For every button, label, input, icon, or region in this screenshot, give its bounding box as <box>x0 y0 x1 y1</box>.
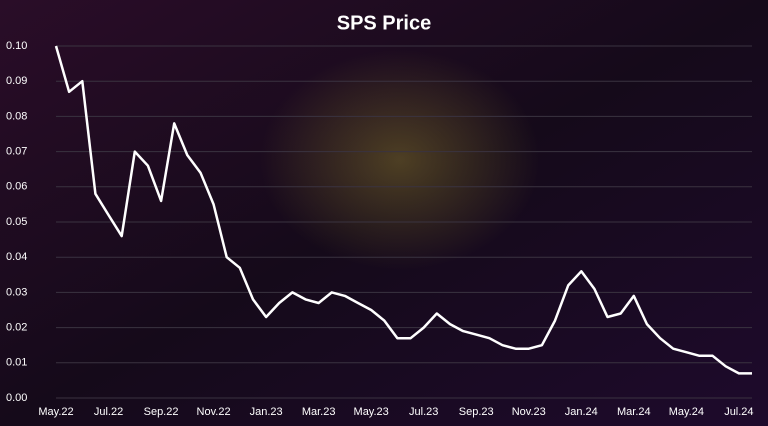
y-tick-label: 0.06 <box>6 181 27 193</box>
x-tick-label: Mar.24 <box>617 406 651 418</box>
y-tick-label: 0.04 <box>6 251 27 263</box>
x-tick-label: Jan.23 <box>250 406 283 418</box>
y-tick-label: 0.00 <box>6 392 27 404</box>
x-tick-label: Sep.23 <box>459 406 494 418</box>
x-tick-label: May.24 <box>669 406 704 418</box>
y-tick-label: 0.10 <box>6 40 27 52</box>
x-tick-label: Jul.24 <box>724 406 753 418</box>
x-tick-label: Mar.23 <box>302 406 336 418</box>
x-tick-label: Jul.22 <box>94 406 123 418</box>
x-tick-label: Sep.22 <box>144 406 179 418</box>
chart-title: SPS Price <box>337 12 432 34</box>
y-tick-label: 0.09 <box>6 75 27 87</box>
x-tick-label: Nov.22 <box>197 406 231 418</box>
y-tick-label: 0.01 <box>6 357 27 369</box>
y-tick-label: 0.02 <box>6 322 27 334</box>
x-tick-label: May.23 <box>354 406 389 418</box>
background-glow <box>260 50 540 270</box>
x-tick-label: Nov.23 <box>512 406 546 418</box>
y-tick-label: 0.08 <box>6 110 27 122</box>
y-tick-label: 0.07 <box>6 146 27 158</box>
x-tick-label: Jan.24 <box>565 406 598 418</box>
x-tick-label: Jul.23 <box>409 406 438 418</box>
y-tick-label: 0.03 <box>6 286 27 298</box>
x-tick-label: May.22 <box>38 406 73 418</box>
y-tick-label: 0.05 <box>6 216 27 228</box>
price-line <box>54 45 752 375</box>
